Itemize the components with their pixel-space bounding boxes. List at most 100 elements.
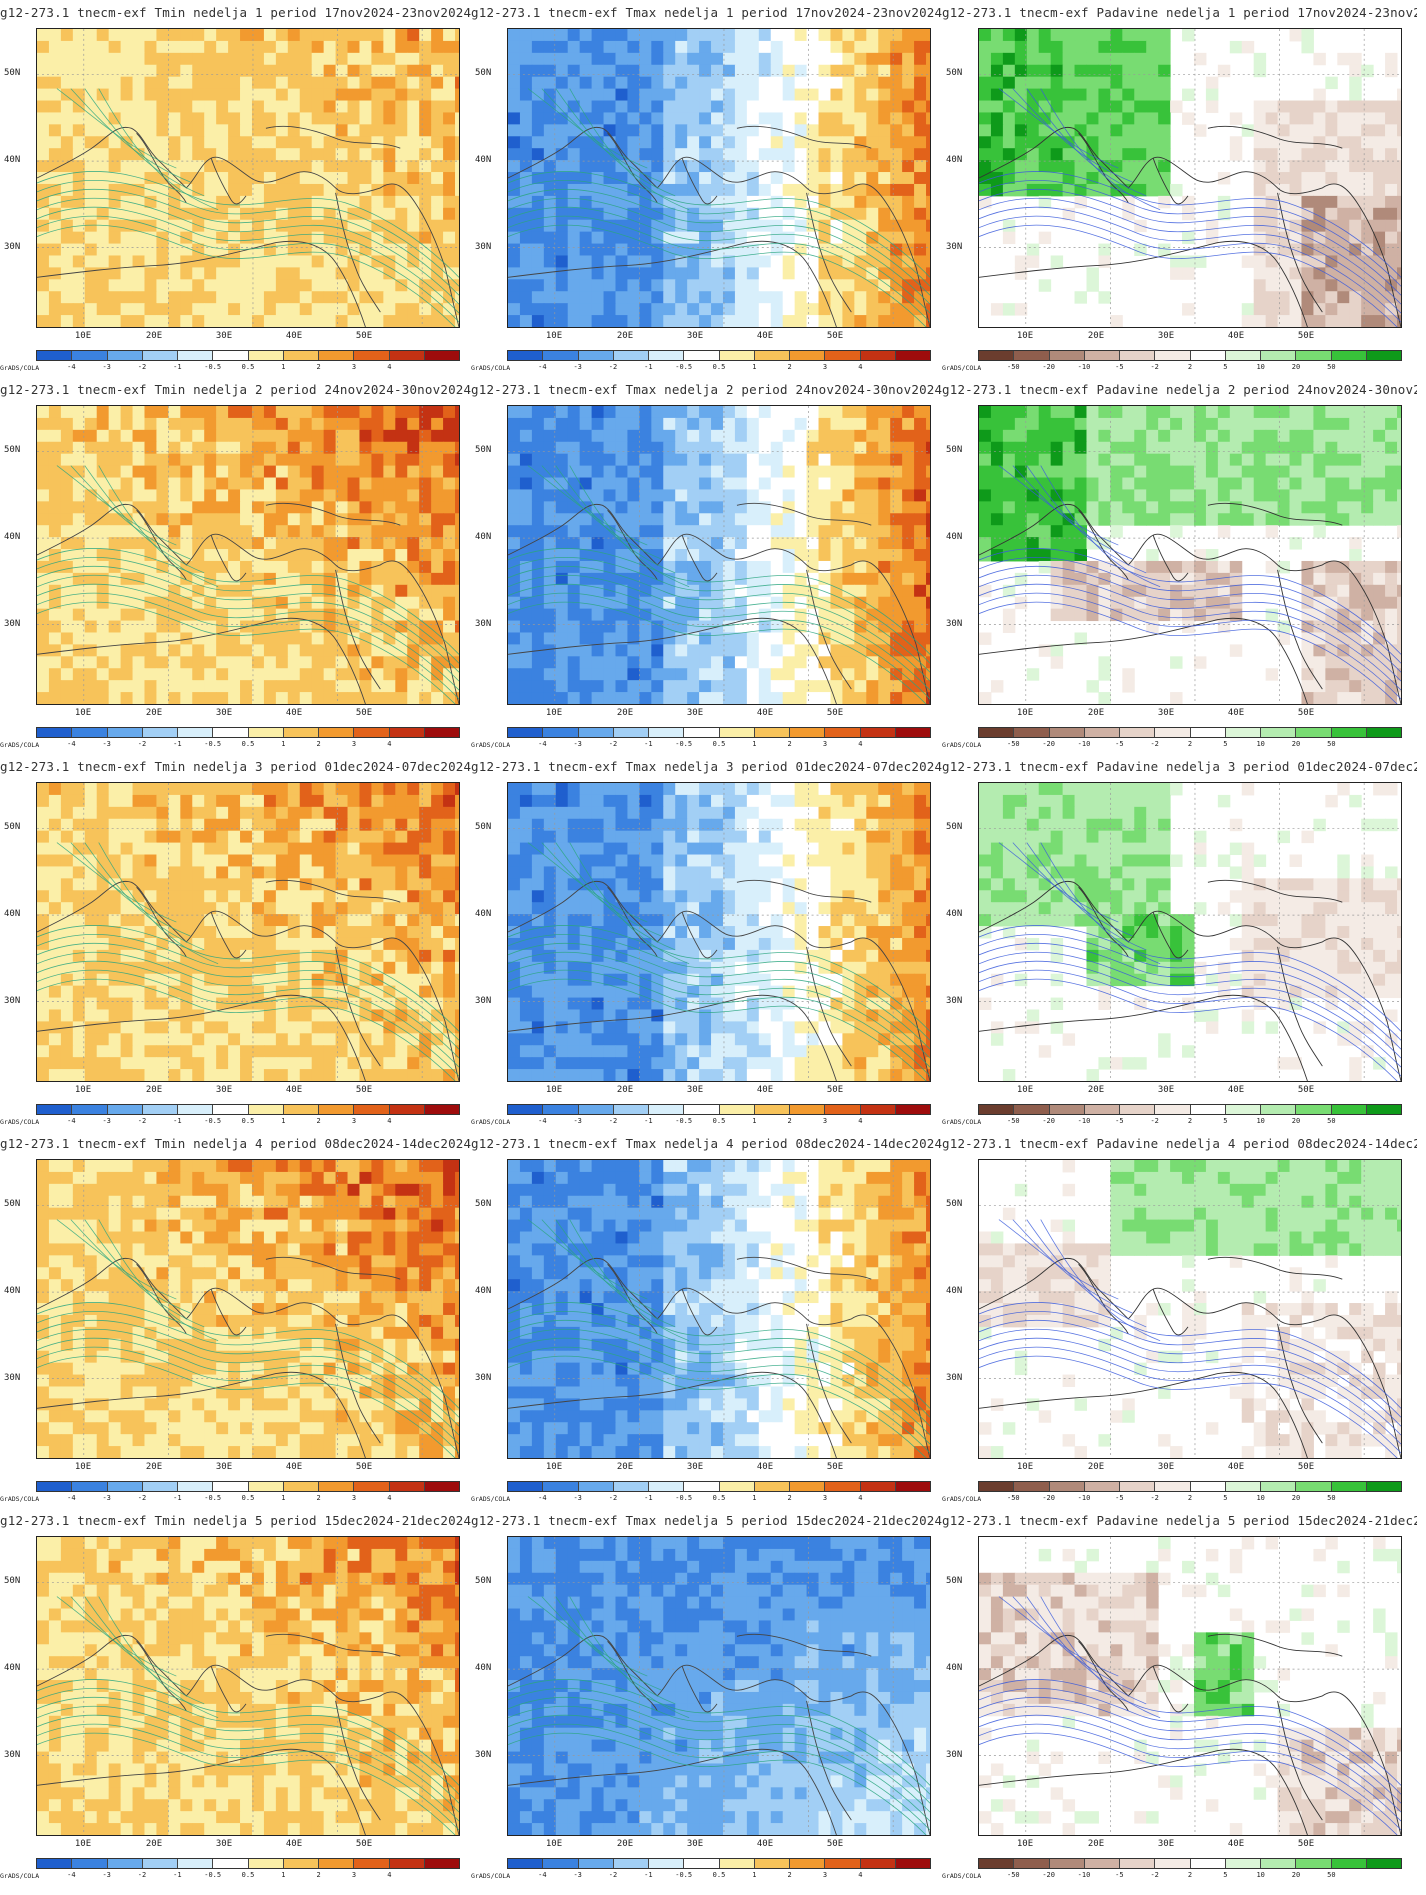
colorbar-tick-label: -2 [1150,740,1159,748]
panel-title: g12-273.1 tnecm-exf Padavine nedelja 4 p… [942,1136,1417,1151]
colorbar-swatch [178,1859,214,1868]
map-area [36,28,460,328]
colorbar-tick-label: -10 [1077,1871,1091,1879]
longitude-label: 30E [215,331,233,341]
panel-title: g12-273.1 tnecm-exf Padavine nedelja 3 p… [942,759,1417,774]
colorbar-swatch [107,1105,143,1114]
colorbar-swatch [649,351,685,360]
latitude-label: 50N [4,68,21,78]
longitude-label: 30E [215,708,233,718]
colorbar-tick-label: -1 [173,740,182,748]
colorbar-tick-label: 0.5 [241,1494,255,1502]
colorbar-swatch [1331,1105,1367,1114]
longitude-label: 20E [1087,1839,1105,1849]
colorbar-swatch [354,1105,390,1114]
colorbar-swatch [178,1105,214,1114]
map-field [508,29,930,327]
colorbar-tick-label: -10 [1077,363,1091,371]
colorbar-swatch [613,1105,649,1114]
colorbar-tick-label: 2 [316,363,321,371]
map-panel-padavine-week-2: g12-273.1 tnecm-exf Padavine nedelja 2 p… [942,377,1417,752]
latitude-label: 50N [946,445,963,455]
grads-branding: GrADS/COLA [0,364,40,372]
latitude-label: 30N [4,1373,21,1383]
colorbar-swatch [684,1482,720,1491]
longitude-label: 40E [285,1839,303,1849]
colorbar-tick-label: 4 [858,1117,863,1125]
colorbar-swatch [1296,1859,1332,1868]
colorbar-tick-label: 0.5 [241,363,255,371]
colorbar-swatch [213,351,249,360]
colorbar-tick-label: -3 [573,1871,582,1879]
latitude-label: 40N [4,532,21,542]
colorbar-tick-label: -0.5 [204,1117,222,1125]
longitude-label: 30E [686,1085,704,1095]
colorbar-swatch [283,1859,319,1868]
colorbar-tick-label: 0.5 [241,1871,255,1879]
colorbar-swatch [684,1105,720,1114]
colorbar-swatch [283,1482,319,1491]
colorbar-tick-label: -4 [67,1871,76,1879]
map-field [979,1160,1401,1458]
colorbar-tick-label: -2 [137,1871,147,1879]
colorbar-swatch [1331,351,1367,360]
colorbar-swatch [1084,1482,1120,1491]
colorbar-tick-label: -20 [1042,1494,1055,1502]
map-area [36,1536,460,1836]
map-panel-padavine-week-1: g12-273.1 tnecm-exf Padavine nedelja 1 p… [942,0,1417,375]
map-area [507,782,931,1082]
longitude-label: 40E [285,1085,303,1095]
map-panel-tmin-week-2: g12-273.1 tnecm-exf Tmin nedelja 2 perio… [0,377,475,752]
colorbar-tick-label: 0.5 [712,1117,726,1125]
colorbar-tick-label: 20 [1291,1494,1301,1502]
colorbar-swatch [283,728,319,737]
colorbar-tick-label: 3 [351,1117,357,1125]
colorbar-swatch [754,1482,790,1491]
colorbar-swatch [1155,1859,1191,1868]
colorbar-swatch [72,1482,108,1491]
colorbar-tick-label: 20 [1291,1117,1301,1125]
longitude-label: 30E [215,1085,233,1095]
latitude-label: 50N [475,68,492,78]
colorbar-tick-label: -0.5 [204,740,222,748]
colorbar [36,1858,460,1869]
colorbar-swatch [684,1859,720,1868]
colorbar-tick-label: 3 [822,740,828,748]
colorbar-swatch [979,728,1015,737]
longitude-label: 40E [1227,1085,1245,1095]
colorbar-swatch [424,1482,459,1491]
longitude-label: 50E [1297,1462,1315,1472]
latitude-label: 50N [475,1199,492,1209]
colorbar-swatch [1190,351,1226,360]
panel-title: g12-273.1 tnecm-exf Tmax nedelja 3 perio… [471,759,943,774]
colorbar-swatch [1366,351,1401,360]
colorbar-tick-label: -2 [608,363,618,371]
colorbar-tick-label: 1 [281,363,286,371]
latitude-label: 30N [4,242,21,252]
map-panel-tmin-week-5: g12-273.1 tnecm-exf Tmin nedelja 5 perio… [0,1508,475,1883]
map-area [978,1536,1402,1836]
colorbar-swatch [1084,1859,1120,1868]
colorbar-swatch [790,1859,826,1868]
map-area [978,405,1402,705]
colorbar-tick-label: -3 [102,1494,111,1502]
colorbar-tick-label: 0.5 [712,1871,726,1879]
colorbar-tick-label: 2 [787,363,792,371]
map-area [507,28,931,328]
colorbar-swatch [719,1482,755,1491]
latitude-label: 40N [475,155,492,165]
colorbar-tick-label: -10 [1077,740,1091,748]
colorbar-swatch [895,728,930,737]
colorbar-swatch [1225,1105,1261,1114]
longitude-label: 50E [355,708,373,718]
colorbar-tick-label: -4 [538,1871,547,1879]
colorbar-swatch [754,351,790,360]
latitude-label: 30N [946,242,963,252]
colorbar-swatch [1120,728,1156,737]
map-field [979,29,1401,327]
map-field [508,1537,930,1835]
colorbar-tick-label: -2 [608,1117,618,1125]
latitude-label: 30N [4,1750,21,1760]
colorbar-tick-label: -5 [1115,1871,1124,1879]
colorbar-swatch [1261,1859,1297,1868]
